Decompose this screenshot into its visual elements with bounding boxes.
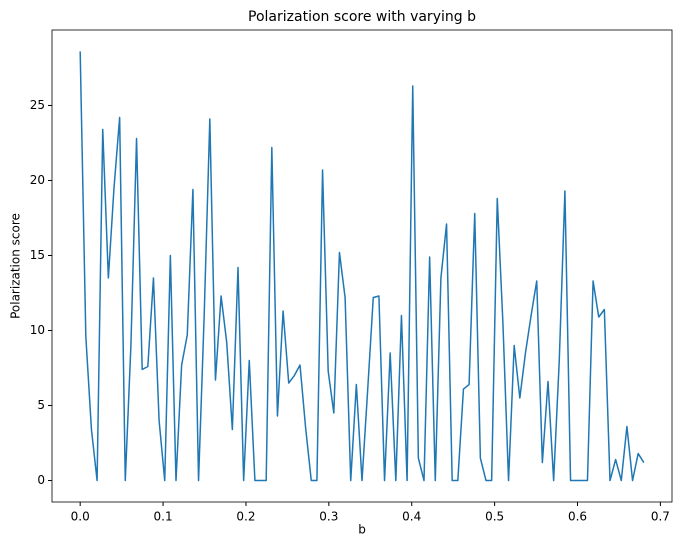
chart-title: Polarization score with varying b — [248, 9, 476, 25]
x-tick-label: 0.3 — [319, 510, 338, 524]
plot-frame — [51, 29, 673, 503]
y-tick-label: 15 — [30, 248, 45, 262]
y-tick-label: 25 — [30, 98, 45, 112]
y-tick-label: 20 — [30, 173, 45, 187]
x-axis-label: b — [358, 523, 366, 537]
x-tick-label: 0.2 — [236, 510, 255, 524]
x-tick-label: 0.6 — [568, 510, 587, 524]
data-line — [79, 51, 645, 482]
x-tick-label: 0.1 — [154, 510, 173, 524]
y-tick-label: 5 — [37, 398, 45, 412]
y-tick-label: 10 — [30, 323, 45, 337]
y-tick-label: 0 — [37, 473, 45, 487]
y-axis-label: Polarization score — [9, 213, 23, 319]
x-tick-label: 0.0 — [71, 510, 90, 524]
x-tick-label: 0.4 — [402, 510, 421, 524]
x-tick-label: 0.7 — [651, 510, 670, 524]
x-tick-label: 0.5 — [485, 510, 504, 524]
